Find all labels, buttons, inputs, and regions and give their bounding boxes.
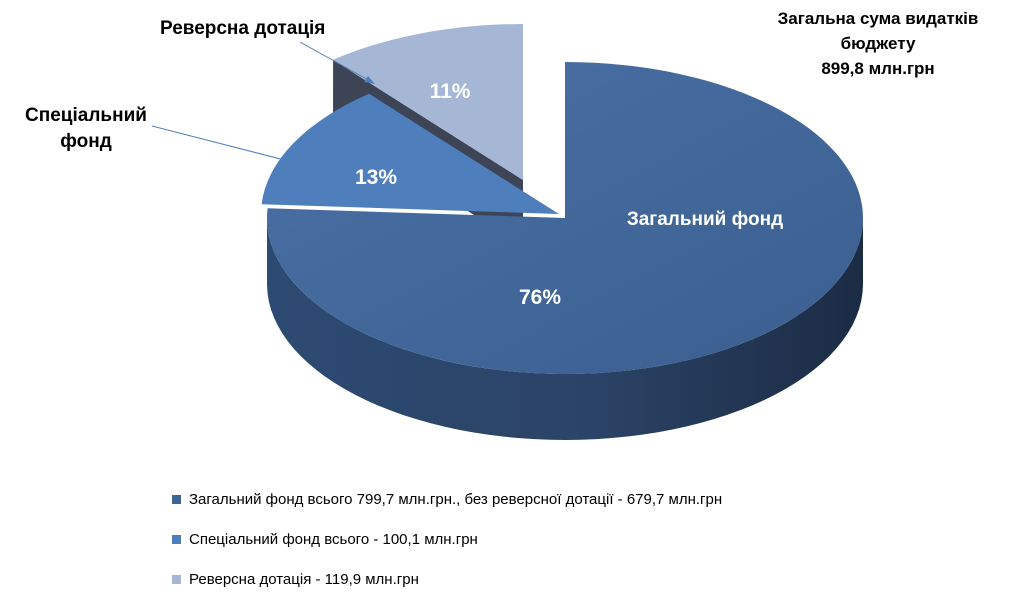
slice-value-label-1: 13% [355, 166, 397, 189]
legend-item-general: Загальний фонд всього 799,7 млн.грн., бе… [172, 488, 722, 510]
legend-swatch-reverse [172, 574, 181, 584]
chart-title-line-2: бюджету [840, 34, 916, 53]
legend-label-special: Спеціальний фонд всього - 100,1 млн.грн [189, 530, 478, 548]
callout-special-line-1: Спеціальний [25, 105, 147, 126]
legend-swatch-special [172, 534, 181, 544]
callout-reverse-label: Реверсна дотація [160, 18, 326, 39]
callout-lines [151, 41, 375, 168]
legend-item-reverse: Реверсна дотація - 119,9 млн.грн [172, 568, 722, 590]
slice-top-0 [267, 62, 864, 374]
callout-line-reverse [299, 41, 373, 83]
callout-special-label: Спеціальний фонд [18, 103, 154, 155]
legend-label-reverse: Реверсна дотація - 119,9 млн.грн [189, 570, 419, 588]
chart-title-line-1: Загальна сума видатків [777, 9, 979, 28]
legend-swatch-general [172, 494, 181, 504]
chart-title-line-3: 899,8 млн.грн [821, 59, 935, 78]
pie-tops [261, 24, 864, 374]
pie-labels: 76% 13% 11% Загальний фонд [355, 80, 783, 309]
slice-wall-0-0 [267, 218, 863, 440]
callout-special-line-2: фонд [60, 131, 112, 152]
callout-line-special [151, 125, 301, 165]
callout-arrow-reverse [364, 76, 375, 84]
chart-legend: Загальний фонд всього 799,7 млн.грн., бе… [172, 488, 722, 608]
slice-top-1 [261, 93, 559, 214]
slice-value-label-2: 11% [430, 80, 471, 103]
callout-arrow-special [295, 160, 306, 168]
chart-title: Загальна сума видатків бюджету 899,8 млн… [758, 6, 998, 81]
slice-top-2 [333, 24, 523, 180]
slice-value-label-0: 76% [519, 286, 561, 309]
slice-category-label-general: Загальний фонд [627, 209, 783, 230]
legend-label-general: Загальний фонд всього 799,7 млн.грн., бе… [189, 490, 723, 508]
legend-item-special: Спеціальний фонд всього - 100,1 млн.грн [172, 528, 722, 550]
